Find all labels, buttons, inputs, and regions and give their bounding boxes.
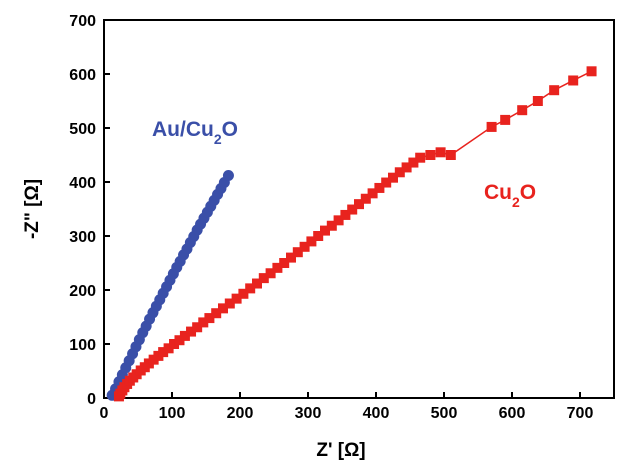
data-point xyxy=(415,152,426,163)
y-axis-title: -Z" [Ω] xyxy=(22,179,43,239)
y-tick-label: 0 xyxy=(87,391,96,408)
data-point xyxy=(272,262,283,273)
data-point xyxy=(354,199,364,210)
data-point xyxy=(360,193,371,204)
data-point xyxy=(258,273,269,284)
series-layer xyxy=(106,66,597,402)
x-tick-label: 0 xyxy=(100,405,109,422)
data-point xyxy=(320,225,330,236)
x-axis: 0 100 200 300 400 500 600 700 xyxy=(100,392,594,422)
y-tick-label: 300 xyxy=(69,229,96,246)
data-point xyxy=(586,66,597,77)
data-point xyxy=(394,167,405,178)
data-point xyxy=(374,182,385,193)
series-0 xyxy=(106,170,234,401)
data-point xyxy=(198,317,209,328)
data-point xyxy=(445,150,456,160)
data-point xyxy=(347,204,358,215)
plot-frame xyxy=(103,19,615,399)
data-point xyxy=(169,339,180,349)
data-point xyxy=(299,241,310,252)
data-point xyxy=(435,147,446,158)
data-point xyxy=(340,209,351,220)
data-point xyxy=(381,177,392,188)
x-tick-label: 700 xyxy=(567,405,594,422)
y-tick-label: 700 xyxy=(69,13,96,30)
data-point xyxy=(252,278,262,289)
plot-border xyxy=(103,19,615,399)
data-point xyxy=(326,220,337,231)
data-point xyxy=(367,188,378,199)
data-point xyxy=(222,170,234,182)
data-point xyxy=(174,335,185,346)
data-point xyxy=(486,121,497,132)
data-point xyxy=(388,172,398,183)
y-tick-label: 100 xyxy=(69,337,96,354)
data-point xyxy=(306,236,317,247)
x-tick-label: 600 xyxy=(499,405,526,422)
data-point xyxy=(568,75,579,86)
y-tick-label: 200 xyxy=(69,283,96,300)
data-point xyxy=(292,247,303,258)
data-point xyxy=(517,105,528,116)
y-tick-label: 500 xyxy=(69,121,96,138)
data-point xyxy=(179,330,190,341)
data-point xyxy=(313,231,324,241)
x-tick-label: 300 xyxy=(295,405,322,422)
data-point xyxy=(279,258,290,268)
data-point xyxy=(186,326,197,337)
data-point xyxy=(286,252,296,263)
x-tick-label: 500 xyxy=(431,405,458,422)
x-tick-label: 100 xyxy=(159,405,186,422)
data-point xyxy=(204,313,215,324)
data-point xyxy=(211,308,222,319)
data-point xyxy=(224,298,235,309)
data-point xyxy=(238,288,249,299)
data-point xyxy=(532,96,543,106)
data-point xyxy=(549,85,560,96)
y-axis: 0 100 200 300 400 500 600 700 xyxy=(69,13,110,408)
y-tick-label: 600 xyxy=(69,67,96,84)
data-point xyxy=(245,283,256,294)
series-label-au-cu2o: Au/Cu2O xyxy=(152,118,238,147)
x-tick-label: 400 xyxy=(363,405,390,422)
data-point xyxy=(231,293,242,304)
data-point xyxy=(500,114,511,125)
data-point xyxy=(218,303,228,314)
data-point xyxy=(158,347,169,358)
data-point xyxy=(192,322,203,333)
data-point xyxy=(163,343,174,354)
data-point xyxy=(408,157,419,168)
data-point xyxy=(425,150,436,160)
x-tick-label: 200 xyxy=(227,405,254,422)
data-point xyxy=(265,268,276,279)
x-axis-title: Z' [Ω] xyxy=(316,440,365,461)
y-tick-label: 400 xyxy=(69,175,96,192)
data-point xyxy=(401,162,412,173)
series-1 xyxy=(113,66,597,402)
data-point xyxy=(333,215,344,226)
series-label-cu2o: Cu2O xyxy=(484,181,536,210)
